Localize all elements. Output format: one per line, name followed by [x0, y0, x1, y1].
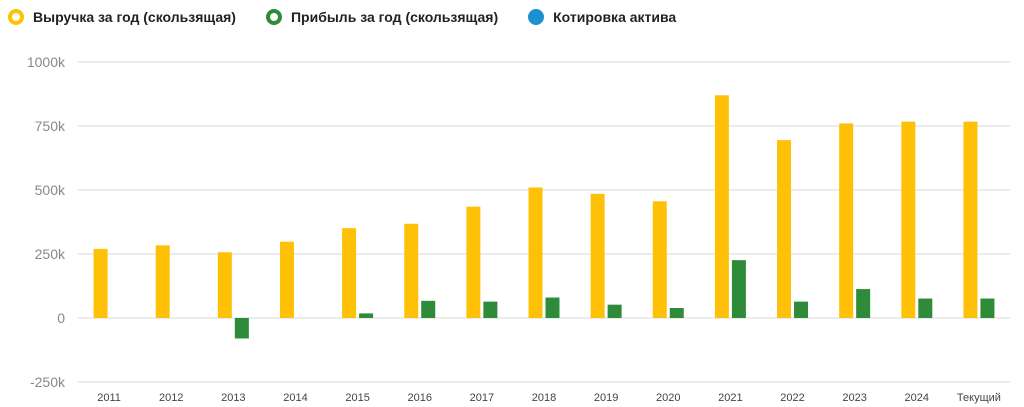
- revenue-bar[interactable]: [963, 121, 978, 318]
- revenue-bar[interactable]: [839, 123, 854, 318]
- profit-bar[interactable]: [856, 289, 871, 318]
- x-tick-label: 2018: [532, 392, 556, 404]
- legend-marker-icon: [528, 9, 545, 25]
- legend-marker-icon: [8, 9, 24, 25]
- x-tick-label: 2015: [345, 392, 369, 404]
- legend-label: Выручка за год (скользящая): [33, 9, 236, 25]
- y-tick-label: 250k: [35, 246, 66, 262]
- revenue-bar[interactable]: [342, 228, 357, 318]
- y-tick-label: 1000k: [27, 54, 66, 70]
- x-tick-label: Текущий: [957, 392, 1001, 404]
- legend-label: Прибыль за год (скользящая): [290, 9, 499, 25]
- profit-bar[interactable]: [980, 298, 995, 318]
- profit-bar[interactable]: [421, 300, 436, 318]
- profit-bar[interactable]: [234, 318, 249, 339]
- y-tick-label: -250k: [30, 374, 66, 390]
- profit-bar[interactable]: [545, 297, 560, 318]
- revenue-bar[interactable]: [901, 121, 916, 318]
- x-tick-label: 2013: [221, 392, 245, 404]
- profit-bar[interactable]: [607, 304, 622, 318]
- x-tick-label: 2016: [407, 392, 431, 404]
- profit-bar[interactable]: [359, 313, 374, 318]
- revenue-bar[interactable]: [155, 245, 170, 318]
- revenue-bar[interactable]: [93, 248, 108, 318]
- x-tick-label: 2022: [780, 392, 804, 404]
- revenue-bar[interactable]: [217, 252, 232, 318]
- revenue-bar[interactable]: [466, 206, 481, 318]
- legend-label: Котировка актива: [553, 9, 677, 25]
- x-tick-label: 2017: [470, 392, 494, 404]
- x-tick-label: 2014: [283, 392, 307, 404]
- profit-bar[interactable]: [669, 308, 684, 318]
- y-tick-label: 750k: [35, 118, 66, 134]
- revenue-bar[interactable]: [404, 223, 419, 318]
- x-tick-label: 2020: [656, 392, 680, 404]
- revenue-bar[interactable]: [528, 187, 543, 318]
- revenue-bar[interactable]: [652, 201, 667, 318]
- x-tick-label: 2011: [97, 392, 121, 404]
- chart-legend: Выручка за год (скользящая) Прибыль за го…: [8, 6, 706, 28]
- x-tick-label: 2021: [718, 392, 742, 404]
- profit-bar[interactable]: [794, 301, 809, 318]
- revenue-bar[interactable]: [279, 241, 294, 318]
- revenue-bar[interactable]: [590, 193, 605, 318]
- profit-bar[interactable]: [918, 298, 933, 318]
- x-tick-label: 2012: [159, 392, 183, 404]
- y-tick-label: 500k: [35, 182, 66, 198]
- revenue-bar[interactable]: [714, 95, 729, 318]
- x-tick-label: 2019: [594, 392, 618, 404]
- legend-item-2[interactable]: Прибыль за год (скользящая): [265, 9, 499, 25]
- legend-item-3[interactable]: Котировка актива: [528, 9, 676, 25]
- profit-bar[interactable]: [731, 260, 746, 318]
- profit-bar[interactable]: [483, 301, 498, 318]
- y-tick-label: 0: [57, 310, 65, 326]
- revenue-bar[interactable]: [777, 140, 792, 318]
- legend-item-1[interactable]: Выручка за год (скользящая): [8, 9, 236, 25]
- x-tick-label: 2023: [842, 392, 866, 404]
- x-tick-label: 2024: [905, 392, 929, 404]
- legend-marker-icon: [265, 9, 282, 25]
